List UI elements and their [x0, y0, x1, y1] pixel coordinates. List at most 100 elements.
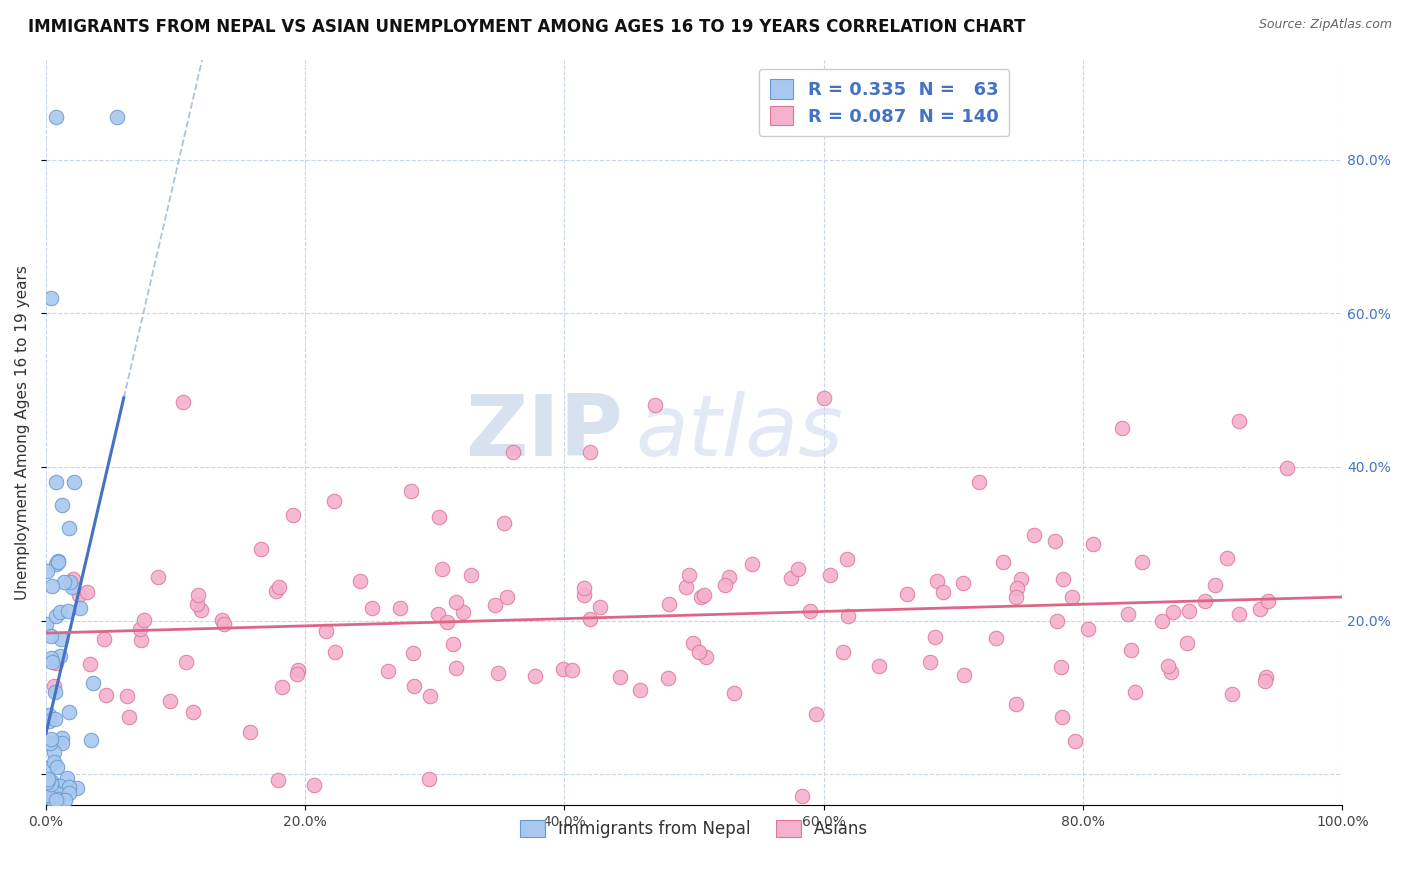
Point	[444, 661, 467, 675]
Point	[118, 710, 141, 724]
Point	[60, 580, 83, 594]
Text: atlas: atlas	[636, 391, 844, 474]
Point	[172, 395, 194, 409]
Point	[430, 562, 453, 576]
Point	[94, 689, 117, 703]
Point	[37, 774, 59, 789]
Point	[62, 572, 84, 586]
Point	[44, 685, 66, 699]
Point	[38, 736, 60, 750]
Point	[484, 598, 506, 612]
Point	[688, 645, 710, 659]
Point	[46, 554, 69, 568]
Point	[1227, 607, 1250, 621]
Point	[285, 666, 308, 681]
Point	[1010, 572, 1032, 586]
Point	[322, 493, 344, 508]
Point	[837, 608, 859, 623]
Point	[287, 663, 309, 677]
Point	[1157, 658, 1180, 673]
Point	[270, 680, 292, 694]
Point	[813, 391, 835, 405]
Point	[80, 732, 103, 747]
Y-axis label: Unemployment Among Ages 16 to 19 years: Unemployment Among Ages 16 to 19 years	[15, 265, 30, 599]
Point	[51, 498, 73, 512]
Point	[1118, 607, 1140, 621]
Point	[436, 615, 458, 629]
Point	[129, 632, 152, 647]
Point	[1007, 582, 1029, 596]
Point	[44, 679, 66, 693]
Point	[441, 637, 464, 651]
Point	[39, 629, 62, 643]
Point	[174, 655, 197, 669]
Point	[741, 557, 763, 571]
Point	[190, 603, 212, 617]
Point	[589, 600, 612, 615]
Point	[39, 650, 62, 665]
Point	[419, 689, 441, 703]
Point	[502, 444, 524, 458]
Point	[1052, 573, 1074, 587]
Point	[45, 110, 67, 124]
Point	[159, 693, 181, 707]
Point	[323, 645, 346, 659]
Point	[44, 712, 66, 726]
Point	[35, 777, 58, 791]
Point	[818, 568, 841, 582]
Point	[377, 665, 399, 679]
Point	[58, 780, 80, 794]
Point	[426, 607, 449, 622]
Point	[657, 672, 679, 686]
Point	[418, 772, 440, 786]
Point	[58, 705, 80, 719]
Point	[689, 590, 711, 604]
Point	[264, 583, 287, 598]
Text: Source: ZipAtlas.com: Source: ZipAtlas.com	[1258, 18, 1392, 31]
Point	[1046, 614, 1069, 628]
Point	[37, 772, 59, 787]
Point	[932, 585, 955, 599]
Point	[869, 658, 891, 673]
Point	[1175, 635, 1198, 649]
Point	[579, 612, 602, 626]
Point	[42, 783, 65, 797]
Point	[1111, 421, 1133, 435]
Point	[132, 613, 155, 627]
Point	[302, 778, 325, 792]
Point	[266, 773, 288, 788]
Point	[49, 648, 72, 663]
Point	[250, 542, 273, 557]
Point	[129, 622, 152, 636]
Text: IMMIGRANTS FROM NEPAL VS ASIAN UNEMPLOYMENT AMONG AGES 16 TO 19 YEARS CORRELATIO: IMMIGRANTS FROM NEPAL VS ASIAN UNEMPLOYM…	[28, 18, 1025, 36]
Point	[49, 632, 72, 646]
Point	[1060, 590, 1083, 604]
Point	[1249, 602, 1271, 616]
Point	[93, 632, 115, 646]
Point	[269, 580, 291, 594]
Point	[1254, 670, 1277, 684]
Point	[799, 604, 821, 618]
Point	[38, 714, 60, 729]
Point	[1121, 643, 1143, 657]
Point	[1052, 710, 1074, 724]
Point	[315, 624, 337, 638]
Point	[35, 617, 58, 632]
Point	[45, 608, 67, 623]
Point	[444, 595, 467, 609]
Point	[579, 444, 602, 458]
Point	[41, 792, 63, 806]
Point	[37, 788, 59, 802]
Point	[561, 663, 583, 677]
Point	[1227, 414, 1250, 428]
Point	[969, 475, 991, 490]
Point	[896, 587, 918, 601]
Point	[695, 650, 717, 665]
Point	[46, 794, 69, 808]
Point	[524, 668, 547, 682]
Point	[609, 670, 631, 684]
Point	[723, 686, 745, 700]
Point	[41, 774, 63, 789]
Point	[214, 616, 236, 631]
Point	[991, 555, 1014, 569]
